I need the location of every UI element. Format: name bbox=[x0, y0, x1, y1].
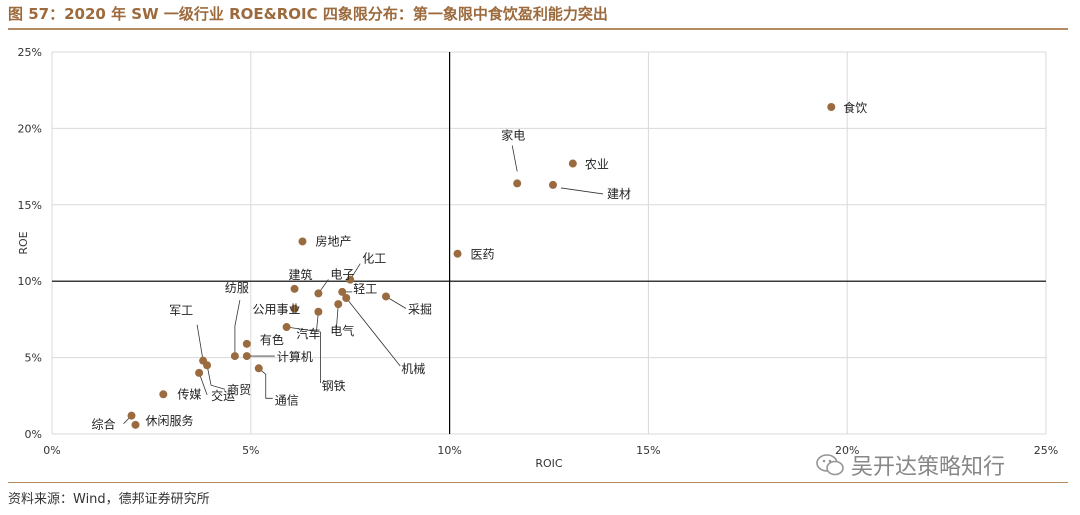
point-label: 农业 bbox=[585, 158, 609, 172]
data-point bbox=[195, 368, 204, 377]
leader-line bbox=[511, 145, 518, 172]
data-point bbox=[314, 307, 323, 316]
data-point bbox=[334, 300, 343, 309]
footer-divider bbox=[8, 482, 1068, 483]
point-label: 休闲服务 bbox=[145, 413, 193, 428]
y-axis-label: ROE bbox=[17, 231, 30, 254]
point-label: 交运 bbox=[211, 388, 235, 403]
x-tick-label: 25% bbox=[1034, 444, 1058, 457]
x-tick-label: 5% bbox=[242, 444, 259, 457]
point-label: 轻工 bbox=[353, 282, 377, 296]
point-label: 通信 bbox=[275, 393, 299, 407]
point-label: 电气 bbox=[330, 323, 354, 338]
point-label: 公用事业 bbox=[253, 303, 301, 317]
watermark: 吴开达策略知行 bbox=[815, 450, 1005, 480]
point-label: 纺服 bbox=[225, 281, 249, 295]
point-label: 建筑 bbox=[289, 267, 313, 282]
point-label: 建材 bbox=[607, 187, 631, 201]
data-point bbox=[242, 339, 251, 348]
y-tick-label: 25% bbox=[18, 46, 42, 59]
x-tick-label: 10% bbox=[437, 444, 461, 457]
data-point bbox=[314, 289, 323, 298]
data-point bbox=[254, 364, 263, 373]
point-label: 有色 bbox=[260, 333, 284, 347]
wechat-icon bbox=[816, 454, 844, 476]
point-label: 采掘 bbox=[408, 301, 432, 316]
chart-title: 图 57：2020 年 SW 一级行业 ROE&ROIC 四象限分布：第一象限中… bbox=[8, 5, 608, 23]
point-label: 汽车 bbox=[296, 326, 320, 341]
point-label: 钢铁 bbox=[322, 379, 346, 393]
grid-lines bbox=[51, 51, 1047, 435]
tick-labels: 0% 5% 10% 15% 20% 25% 0% 5% 10% 15% 20% 25% bbox=[18, 46, 1059, 457]
data-point bbox=[290, 284, 299, 293]
leader-line bbox=[345, 297, 401, 367]
point-label: 传媒 bbox=[177, 386, 201, 401]
leader-line bbox=[258, 367, 273, 399]
data-point bbox=[131, 420, 140, 429]
x-tick-label: 20% bbox=[835, 444, 859, 457]
data-point bbox=[338, 287, 347, 296]
x-axis-label: ROIC bbox=[535, 457, 563, 470]
quadrant-lines bbox=[52, 52, 1046, 434]
data-point bbox=[453, 249, 462, 258]
leader-line bbox=[335, 304, 339, 331]
data-point bbox=[230, 352, 239, 361]
x-tick-label: 15% bbox=[636, 444, 660, 457]
point-label: 电子 bbox=[330, 267, 354, 281]
data-point bbox=[342, 294, 351, 303]
point-label: 化工 bbox=[362, 252, 386, 266]
data-point bbox=[159, 390, 168, 399]
point-label: 家电 bbox=[501, 127, 525, 142]
leader-line bbox=[196, 324, 204, 361]
x-tick-label: 0% bbox=[43, 444, 60, 457]
data-point bbox=[242, 352, 251, 361]
y-tick-label: 20% bbox=[18, 122, 42, 135]
point-label: 机械 bbox=[401, 361, 425, 376]
point-label: 商贸 bbox=[227, 382, 251, 397]
data-point bbox=[282, 323, 291, 332]
point-label: 医药 bbox=[471, 248, 495, 262]
data-point bbox=[203, 361, 212, 370]
data-point bbox=[290, 304, 299, 313]
y-tick-label: 0% bbox=[25, 428, 42, 441]
leader-line bbox=[560, 187, 604, 195]
leader-line bbox=[234, 299, 241, 357]
y-tick-label: 10% bbox=[18, 275, 42, 288]
leader-line bbox=[206, 365, 226, 390]
point-label: 房地产 bbox=[315, 233, 351, 248]
data-point bbox=[346, 275, 355, 284]
point-label: 军工 bbox=[169, 304, 193, 318]
data-point bbox=[127, 411, 136, 420]
title-divider bbox=[8, 28, 1068, 30]
point-label: 食饮 bbox=[843, 100, 867, 115]
point-label: 综合 bbox=[92, 417, 116, 432]
y-tick-label: 5% bbox=[25, 352, 42, 365]
leader-line bbox=[286, 326, 321, 384]
source-note: 资料来源：Wind，德邦证券研究所 bbox=[8, 492, 210, 507]
data-point bbox=[548, 180, 557, 189]
scatter-chart: 0% 5% 10% 15% 20% 25% 0% 5% 10% 15% 20% 25% ROIC RO… bbox=[17, 46, 1059, 470]
data-point bbox=[298, 237, 307, 246]
data-point bbox=[568, 159, 577, 168]
watermark-text: 吴开达策略知行 bbox=[851, 455, 1006, 480]
data-points bbox=[127, 103, 836, 429]
point-label: 计算机 bbox=[277, 349, 313, 364]
data-point bbox=[513, 179, 522, 188]
data-point bbox=[381, 292, 390, 301]
data-point bbox=[827, 103, 836, 112]
y-tick-label: 15% bbox=[18, 199, 42, 212]
